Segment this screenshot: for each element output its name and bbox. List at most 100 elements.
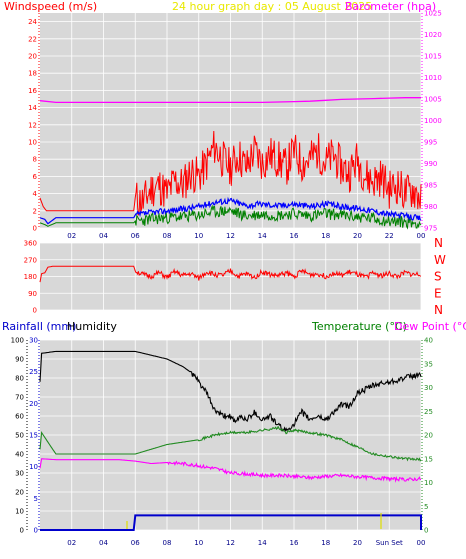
baro-tick-label: 980 (424, 203, 437, 211)
temperature-tick-label: 10 (424, 479, 433, 487)
wind-tick-label: 22 (28, 35, 37, 43)
direction-tick-label: 0 (33, 307, 37, 315)
humidity-tick-label: 60 (15, 413, 24, 421)
time-tick-label: 14 (258, 232, 267, 240)
dewpoint-series-line (39, 458, 422, 483)
time-tick-label: 16 (290, 232, 299, 240)
time-tick-label: 16 (290, 539, 299, 547)
baro-tick-label: 1015 (424, 53, 442, 61)
humidity-tick-label: 30 (15, 470, 24, 478)
time-tick-label: 02 (67, 539, 76, 547)
time-tick-label: 00 (417, 232, 426, 240)
humidity-tick-label: 100 (11, 337, 24, 345)
time-tick-label: 18 (321, 232, 330, 240)
direction-tick-label: 90 (28, 290, 37, 298)
compass-label: E (434, 286, 442, 300)
humidity-tick-label: 10 (15, 508, 24, 516)
rainfall-tick-label: 30 (29, 337, 38, 345)
series (39, 97, 422, 531)
wind-tick-label: 24 (28, 18, 37, 26)
temperature-tick-label: 20 (424, 432, 433, 440)
wind-tick-label: 18 (28, 70, 37, 78)
average-series-line (39, 196, 422, 225)
direction-series-line (39, 265, 422, 283)
direction-tick-label: 180 (24, 273, 37, 281)
time-tick-label: 08 (163, 232, 172, 240)
baro-tick-label: 1005 (424, 96, 442, 104)
humidity-tick-label: 70 (15, 394, 24, 402)
humidity-tick-label: 90 (15, 356, 24, 364)
temperature-axis-title: Temperature (°C) (312, 320, 407, 333)
wind-tick-label: 10 (28, 139, 37, 147)
compass-label: N (434, 303, 443, 317)
barometer-axis-title: Barometer (hpa) (345, 0, 437, 13)
wind-tick-label: 20 (28, 53, 37, 61)
wind-tick-label: 4 (33, 190, 38, 198)
humidity-tick-label: 50 (15, 432, 24, 440)
humidity-tick-label: 0 (20, 527, 24, 535)
temperature-tick-label: 40 (424, 337, 433, 345)
time-tick-label: 12 (226, 539, 235, 547)
time-tick-label: 14 (258, 539, 267, 547)
low-series-line (39, 204, 422, 230)
baro-tick-label: 1020 (424, 31, 442, 39)
baro-tick-label: 985 (424, 182, 437, 190)
time-tick-label: 06 (131, 539, 140, 547)
barometer-series-line (39, 97, 421, 104)
temperature-tick-label: 15 (424, 455, 433, 463)
rainfall-axis-title: Rainfall (mm) (2, 320, 77, 333)
wind-tick-label: 6 (33, 173, 38, 181)
compass-label: W (434, 253, 446, 267)
temperature-tick-label: 5 (424, 503, 428, 511)
wind-tick-label: 0 (33, 225, 37, 233)
temperature-tick-label: 25 (424, 408, 433, 416)
humidity-tick-label: 40 (15, 451, 24, 459)
time-tick-label: 00 (417, 539, 426, 547)
rainfall-tick-label: 15 (29, 432, 38, 440)
time-tick-label: 20 (353, 232, 362, 240)
time-tick-label: 18 (321, 539, 330, 547)
time-tick-label: 08 (163, 539, 172, 547)
time-tick-label: 10 (194, 232, 203, 240)
rainfall-tick-label: 25 (29, 368, 38, 376)
wind-tick-label: 16 (28, 87, 37, 95)
humidity-axis-title: Humidity (67, 320, 117, 333)
time-tick-label: 10 (194, 539, 203, 547)
direction-tick-label: 270 (24, 256, 37, 264)
rainfall-tick-label: 20 (29, 400, 38, 408)
baro-tick-label: 1000 (424, 117, 442, 125)
baro-tick-label: 975 (424, 225, 437, 233)
wind-tick-label: 12 (28, 121, 37, 129)
time-tick-label: 04 (99, 539, 108, 547)
temperature-tick-label: 30 (424, 384, 433, 392)
temperature-tick-label: 0 (424, 527, 428, 535)
wind-tick-label: 8 (33, 156, 37, 164)
dewpoint-axis-title: Dew Point (°C) (394, 320, 466, 333)
temperature-tick-label: 35 (424, 360, 433, 368)
time-tick-label: 02 (67, 232, 76, 240)
wind-tick-label: 2 (33, 207, 37, 215)
rainfall-tick-label: 0 (34, 527, 38, 535)
windspeed-axis-title: Windspeed (m/s) (4, 0, 98, 13)
humidity-tick-label: 80 (15, 375, 24, 383)
time-tick-label: 20 (353, 539, 362, 547)
rainfall-tick-label: 10 (29, 463, 38, 471)
rainfall-tick-label: 5 (34, 495, 38, 503)
baro-tick-label: 990 (424, 160, 437, 168)
time-tick-label: 22 (385, 232, 394, 240)
axis-labels: 0246810121416182022249759809859909951000… (11, 10, 446, 548)
baro-tick-label: 995 (424, 139, 437, 147)
gust-series-line (39, 130, 422, 216)
humidity-tick-label: 20 (15, 489, 24, 497)
time-tick-label: 04 (99, 232, 108, 240)
compass-label: S (434, 270, 442, 284)
rainfall-series-line (40, 514, 422, 531)
wind-tick-label: 14 (28, 104, 37, 112)
baro-tick-label: 1025 (424, 10, 442, 18)
time-tick-label: 12 (226, 232, 235, 240)
baro-tick-label: 1010 (424, 74, 442, 82)
compass-label: N (434, 236, 443, 250)
direction-tick-label: 360 (24, 240, 37, 248)
